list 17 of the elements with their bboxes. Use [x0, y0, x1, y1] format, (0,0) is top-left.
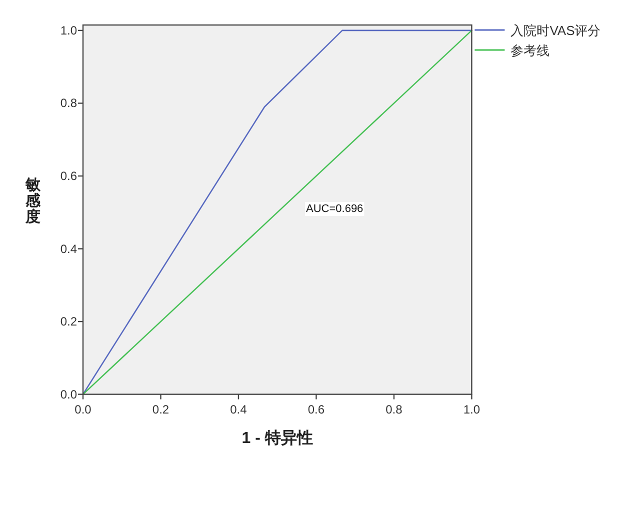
- y-tick-label: 0.2: [60, 314, 78, 329]
- x-tick-label: 0.2: [152, 402, 170, 416]
- x-axis-title: 1 - 特异性: [242, 429, 313, 447]
- y-tick-label: 0.6: [60, 168, 78, 183]
- y-axis-title: 敏感度: [24, 176, 42, 226]
- annotation: AUC=0.696: [306, 203, 364, 215]
- legend-label: 参考线: [510, 43, 550, 58]
- y-tick-label: 1.0: [60, 23, 78, 38]
- y-tick-label: 0.4: [60, 242, 78, 256]
- x-tick-label: 0.8: [386, 402, 403, 416]
- x-tick-label: 0.6: [308, 402, 325, 416]
- y-tick-label: 0.0: [60, 387, 78, 402]
- x-tick-label: 0.4: [230, 402, 248, 416]
- y-tick-label: 0.8: [60, 96, 78, 110]
- legend-label: 入院时VAS评分: [510, 23, 601, 38]
- x-tick-label: 1.0: [463, 402, 480, 416]
- x-tick-label: 0.0: [74, 402, 92, 416]
